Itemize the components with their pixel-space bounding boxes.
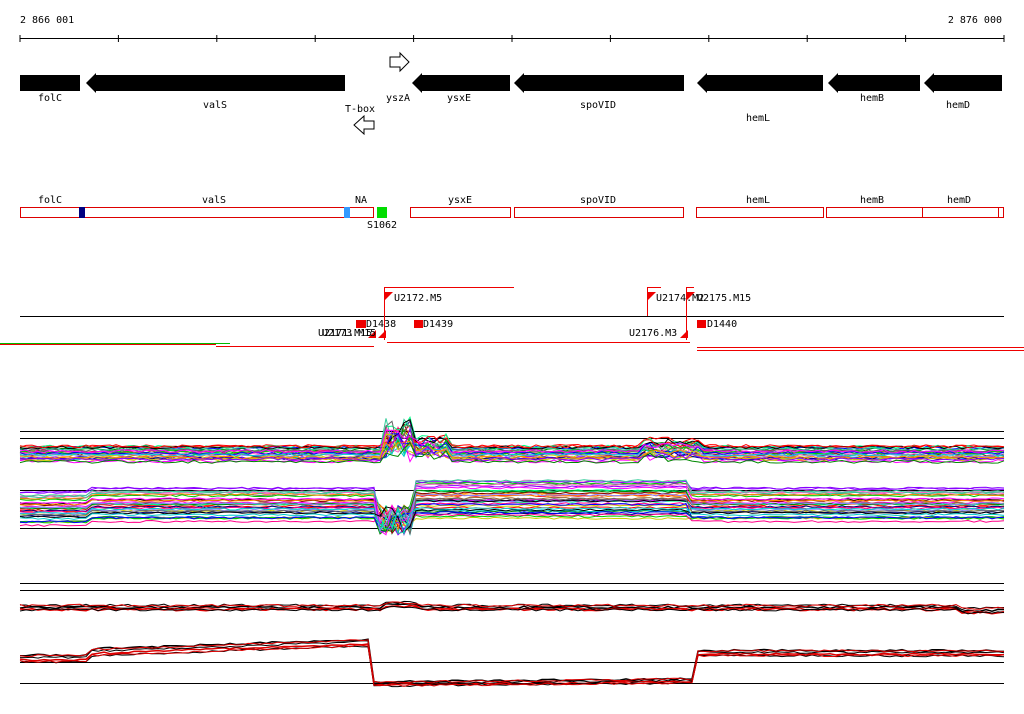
expression-profiles-upper	[19, 415, 1005, 464]
gene-arrow-ysxE[interactable]	[412, 73, 510, 93]
expression-profile-line	[19, 481, 1005, 532]
segment-hemL[interactable]	[696, 207, 824, 218]
summary-profile-line	[20, 640, 1005, 685]
segment-label-hemL: hemL	[746, 195, 770, 206]
feature-label-U2173: U2173.M15	[322, 328, 376, 339]
expression-profile-line	[19, 434, 1005, 449]
gene-label-folC: folC	[38, 93, 62, 104]
summary-profiles-upper	[19, 600, 1005, 615]
expression-profile-line	[19, 479, 1005, 534]
segment-marker-navy	[79, 207, 85, 218]
feature-block-D1439[interactable]	[414, 320, 423, 328]
gene-arrow-tbox[interactable]	[353, 114, 375, 136]
expression-profile-line	[19, 486, 1005, 536]
segment-label-valS: valS	[202, 195, 226, 206]
expression-profile-line	[19, 498, 1004, 536]
segment-end-stub[interactable]	[998, 207, 1004, 218]
feature-label-U2176: U2176.M3	[629, 328, 677, 339]
expression-profile-line	[19, 497, 1005, 535]
expression-profile-line	[19, 504, 1005, 535]
expression-profile-line	[19, 441, 1005, 464]
expression-profile-line	[19, 494, 1005, 530]
feature-label-U2174: U2174.M2	[656, 293, 704, 304]
gene-arrow-hemD[interactable]	[924, 73, 1002, 93]
feature-flag-U2174[interactable]	[648, 292, 656, 300]
summary-profile-line	[19, 601, 1005, 610]
feature-label-D1440: D1440	[707, 319, 737, 330]
gene-label-tbox: T-box	[345, 104, 375, 115]
gene-arrow-spoVID[interactable]	[514, 73, 684, 93]
expression-profile-line	[19, 435, 1005, 457]
feature-flag-U2175[interactable]	[687, 292, 695, 300]
gene-arrow-hemB[interactable]	[828, 73, 920, 93]
annotation-track: folC valS NA ysxE spoVID hemL hemB hemD …	[20, 195, 1004, 231]
gene-arrow-hemL[interactable]	[697, 73, 823, 93]
segment-hemD[interactable]	[922, 207, 999, 218]
segment-ysxE[interactable]	[410, 207, 511, 218]
expression-profile-line	[19, 493, 1005, 532]
gene-label-hemL: hemL	[746, 113, 770, 124]
feature-label-U2172: U2172.M5	[394, 293, 442, 304]
summary-profile-line	[20, 604, 1005, 614]
gene-label-ysxE: ysxE	[447, 93, 471, 104]
feature-label-U2175: U2175.M15	[697, 293, 751, 304]
summary-profiles-lower	[19, 638, 1005, 688]
gene-label-hemB: hemB	[860, 93, 884, 104]
coordinate-ruler: 2 866 001 2 876 000	[19, 15, 1005, 42]
expression-profile-line	[19, 418, 1005, 451]
segment-label-spoVID: spoVID	[580, 195, 616, 206]
feature-block-D1438[interactable]	[356, 320, 366, 328]
expression-profile-line	[19, 489, 1005, 532]
feature-block-D1440[interactable]	[697, 320, 706, 328]
segment-hemB[interactable]	[826, 207, 923, 218]
feature-flag-U2171[interactable]	[368, 330, 376, 338]
summary-profile-line	[19, 639, 1005, 684]
feature-flag-U2176[interactable]	[680, 330, 688, 338]
expression-profile-line	[19, 504, 1005, 527]
feature-label-D1439: D1439	[423, 319, 453, 330]
ruler-start-label: 2 866 001	[20, 15, 74, 26]
feature-flag-U2173[interactable]	[378, 330, 386, 338]
gene-label-hemD: hemD	[946, 100, 970, 111]
segment-marker-sky	[344, 207, 350, 218]
segment-folC[interactable]	[20, 207, 81, 218]
segment-marker-label: S1062	[367, 220, 397, 231]
gene-track: folC valS T-box yszA ysxE spoVID hemL he…	[20, 51, 1002, 136]
expression-profile-line	[19, 426, 1005, 462]
segment-label-folC: folC	[38, 195, 62, 206]
summary-profile-line	[19, 644, 1005, 687]
expression-profile-line	[19, 506, 1005, 533]
segment-valS[interactable]	[80, 207, 346, 218]
gene-label-spoVID: spoVID	[580, 100, 616, 111]
expression-profile-line	[19, 507, 1005, 536]
feature-label-D1438: D1438	[366, 319, 396, 330]
segment-label-NA: NA	[355, 195, 367, 206]
gene-arrow-valS[interactable]	[86, 73, 345, 93]
expression-profile-line	[19, 429, 1005, 454]
gene-label-valS: valS	[203, 100, 227, 111]
segment-spoVID[interactable]	[514, 207, 684, 218]
expression-profiles-lower	[19, 479, 1005, 537]
feature-label-U2171: U2171.M15	[318, 328, 372, 339]
summary-profile-line	[19, 638, 1004, 684]
gene-label-yszA: yszA	[386, 93, 410, 104]
summary-profile-line	[19, 605, 1005, 615]
segment-marker-green[interactable]	[377, 207, 387, 218]
segment-label-ysxE: ysxE	[448, 195, 472, 206]
gene-arrow-yszA[interactable]	[389, 51, 410, 73]
expression-profile-line	[19, 415, 1005, 449]
feature-flag-U2172[interactable]	[385, 292, 393, 300]
gene-arrow-folC[interactable]	[20, 75, 80, 91]
segment-label-hemB: hemB	[860, 195, 884, 206]
ruler-end-label: 2 876 000	[948, 15, 1002, 26]
segment-label-hemD: hemD	[947, 195, 971, 206]
summary-panel	[19, 583, 1005, 688]
feature-track: U2172.M5 U2174.M2 U2175.M15 D1438 D1439 …	[0, 287, 1024, 351]
expression-panel	[19, 415, 1005, 537]
expression-profile-line	[19, 511, 1004, 533]
expression-profile-line	[19, 424, 1005, 449]
ruler-ticks	[19, 35, 1005, 42]
